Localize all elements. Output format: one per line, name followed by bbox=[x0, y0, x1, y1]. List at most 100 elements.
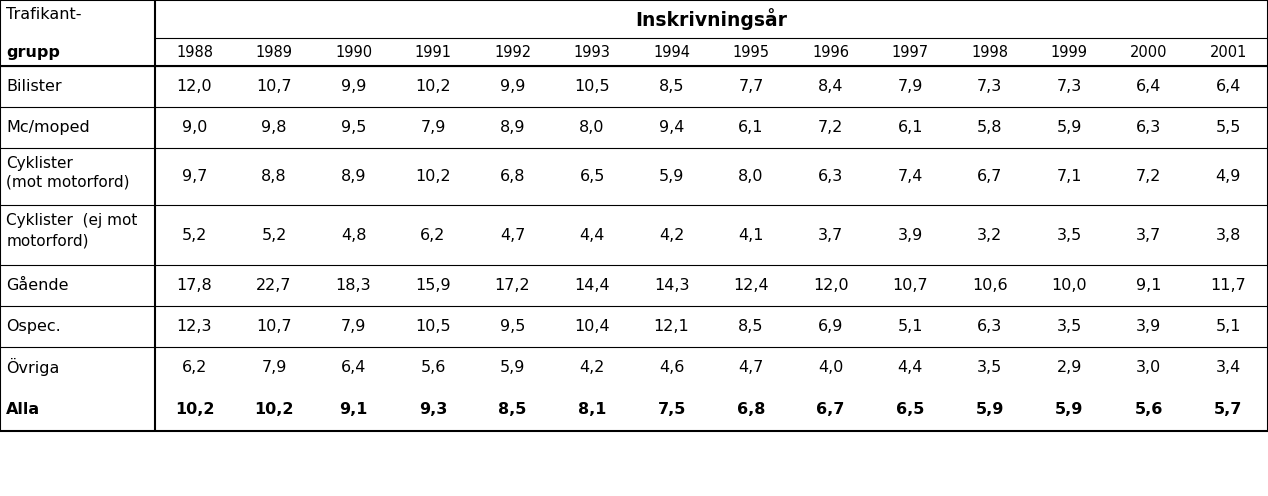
Text: 22,7: 22,7 bbox=[256, 278, 292, 293]
Text: 10,6: 10,6 bbox=[971, 278, 1008, 293]
Text: 3,8: 3,8 bbox=[1216, 228, 1241, 243]
Text: grupp: grupp bbox=[6, 45, 60, 60]
Text: 6,4: 6,4 bbox=[1136, 79, 1161, 94]
Text: 8,5: 8,5 bbox=[659, 79, 685, 94]
Text: 5,8: 5,8 bbox=[976, 120, 1003, 135]
Text: 7,5: 7,5 bbox=[657, 402, 686, 417]
Text: 6,2: 6,2 bbox=[420, 228, 446, 243]
Text: 10,5: 10,5 bbox=[415, 319, 451, 334]
Text: 5,5: 5,5 bbox=[1216, 120, 1241, 135]
Text: 5,9: 5,9 bbox=[975, 402, 1004, 417]
Text: 3,5: 3,5 bbox=[1056, 319, 1082, 334]
Text: 4,2: 4,2 bbox=[659, 228, 685, 243]
Text: 10,7: 10,7 bbox=[256, 79, 292, 94]
Text: 5,2: 5,2 bbox=[261, 228, 287, 243]
Text: 12,4: 12,4 bbox=[733, 278, 768, 293]
Text: 1995: 1995 bbox=[733, 45, 770, 60]
Text: 7,3: 7,3 bbox=[1056, 79, 1082, 94]
Text: 1996: 1996 bbox=[812, 45, 850, 60]
Text: Trafikant-: Trafikant- bbox=[6, 7, 82, 22]
Text: 10,5: 10,5 bbox=[574, 79, 610, 94]
Text: 7,2: 7,2 bbox=[818, 120, 843, 135]
Text: 2001: 2001 bbox=[1210, 45, 1246, 60]
Text: 9,4: 9,4 bbox=[659, 120, 685, 135]
Text: 6,3: 6,3 bbox=[818, 169, 843, 184]
Text: 7,9: 7,9 bbox=[341, 319, 366, 334]
Text: 7,2: 7,2 bbox=[1136, 169, 1161, 184]
Text: 8,0: 8,0 bbox=[738, 169, 763, 184]
Text: 1989: 1989 bbox=[255, 45, 293, 60]
Text: 8,9: 8,9 bbox=[341, 169, 366, 184]
Text: 2000: 2000 bbox=[1130, 45, 1168, 60]
Text: 5,6: 5,6 bbox=[420, 360, 446, 374]
Text: 4,2: 4,2 bbox=[579, 360, 605, 374]
Text: 4,8: 4,8 bbox=[341, 228, 366, 243]
Text: 6,8: 6,8 bbox=[500, 169, 525, 184]
Text: 9,9: 9,9 bbox=[341, 79, 366, 94]
Text: 8,5: 8,5 bbox=[498, 402, 526, 417]
Text: 5,1: 5,1 bbox=[1216, 319, 1241, 334]
Text: 17,8: 17,8 bbox=[176, 278, 212, 293]
Text: 3,9: 3,9 bbox=[898, 228, 923, 243]
Text: Övriga: Övriga bbox=[6, 358, 60, 376]
Text: 5,2: 5,2 bbox=[181, 228, 207, 243]
Text: 12,0: 12,0 bbox=[176, 79, 212, 94]
Text: 6,3: 6,3 bbox=[1136, 120, 1161, 135]
Text: 9,0: 9,0 bbox=[181, 120, 207, 135]
Text: motorford): motorford) bbox=[6, 234, 89, 248]
Text: 3,0: 3,0 bbox=[1136, 360, 1161, 374]
Text: 5,9: 5,9 bbox=[1056, 120, 1082, 135]
Text: 4,4: 4,4 bbox=[898, 360, 923, 374]
Text: 1999: 1999 bbox=[1051, 45, 1088, 60]
Text: 4,0: 4,0 bbox=[818, 360, 843, 374]
Text: 12,3: 12,3 bbox=[176, 319, 212, 334]
Text: 1991: 1991 bbox=[415, 45, 451, 60]
Text: 10,7: 10,7 bbox=[256, 319, 292, 334]
Text: 7,9: 7,9 bbox=[898, 79, 923, 94]
Text: Inskrivningsår: Inskrivningsår bbox=[635, 8, 787, 30]
Text: 1997: 1997 bbox=[891, 45, 928, 60]
Text: 6,1: 6,1 bbox=[898, 120, 923, 135]
Text: 1993: 1993 bbox=[573, 45, 610, 60]
Text: 5,6: 5,6 bbox=[1135, 402, 1163, 417]
Text: 10,0: 10,0 bbox=[1051, 278, 1087, 293]
Text: 7,9: 7,9 bbox=[261, 360, 287, 374]
Text: 9,5: 9,5 bbox=[500, 319, 525, 334]
Text: 9,1: 9,1 bbox=[340, 402, 368, 417]
Text: 6,4: 6,4 bbox=[1216, 79, 1241, 94]
Text: 5,1: 5,1 bbox=[898, 319, 923, 334]
Text: 6,8: 6,8 bbox=[737, 402, 766, 417]
Text: Cyklister: Cyklister bbox=[6, 156, 74, 171]
Text: 11,7: 11,7 bbox=[1211, 278, 1246, 293]
Text: Bilister: Bilister bbox=[6, 79, 62, 94]
Text: 6,1: 6,1 bbox=[738, 120, 763, 135]
Text: 4,7: 4,7 bbox=[738, 360, 763, 374]
Text: 6,7: 6,7 bbox=[817, 402, 844, 417]
Text: 6,7: 6,7 bbox=[976, 169, 1003, 184]
Text: 4,6: 4,6 bbox=[659, 360, 685, 374]
Text: 6,2: 6,2 bbox=[181, 360, 207, 374]
Text: 4,9: 4,9 bbox=[1216, 169, 1241, 184]
Text: 5,9: 5,9 bbox=[1055, 402, 1083, 417]
Text: Mc/moped: Mc/moped bbox=[6, 120, 90, 135]
Text: 1990: 1990 bbox=[335, 45, 372, 60]
Text: 1988: 1988 bbox=[176, 45, 213, 60]
Text: Alla: Alla bbox=[6, 402, 41, 417]
Text: Gående: Gående bbox=[6, 278, 68, 293]
Text: 1992: 1992 bbox=[495, 45, 531, 60]
Text: 4,7: 4,7 bbox=[500, 228, 525, 243]
Text: 3,7: 3,7 bbox=[818, 228, 843, 243]
Text: 14,4: 14,4 bbox=[574, 278, 610, 293]
Text: 2,9: 2,9 bbox=[1056, 360, 1082, 374]
Text: Ospec.: Ospec. bbox=[6, 319, 61, 334]
Text: 8,4: 8,4 bbox=[818, 79, 843, 94]
Text: (mot motorford): (mot motorford) bbox=[6, 175, 129, 189]
Text: 8,9: 8,9 bbox=[500, 120, 525, 135]
Text: 17,2: 17,2 bbox=[495, 278, 530, 293]
Text: 6,4: 6,4 bbox=[341, 360, 366, 374]
Text: 10,2: 10,2 bbox=[415, 169, 451, 184]
Text: 1994: 1994 bbox=[653, 45, 690, 60]
Text: 7,4: 7,4 bbox=[898, 169, 923, 184]
Text: 6,3: 6,3 bbox=[978, 319, 1002, 334]
Text: 3,9: 3,9 bbox=[1136, 319, 1161, 334]
